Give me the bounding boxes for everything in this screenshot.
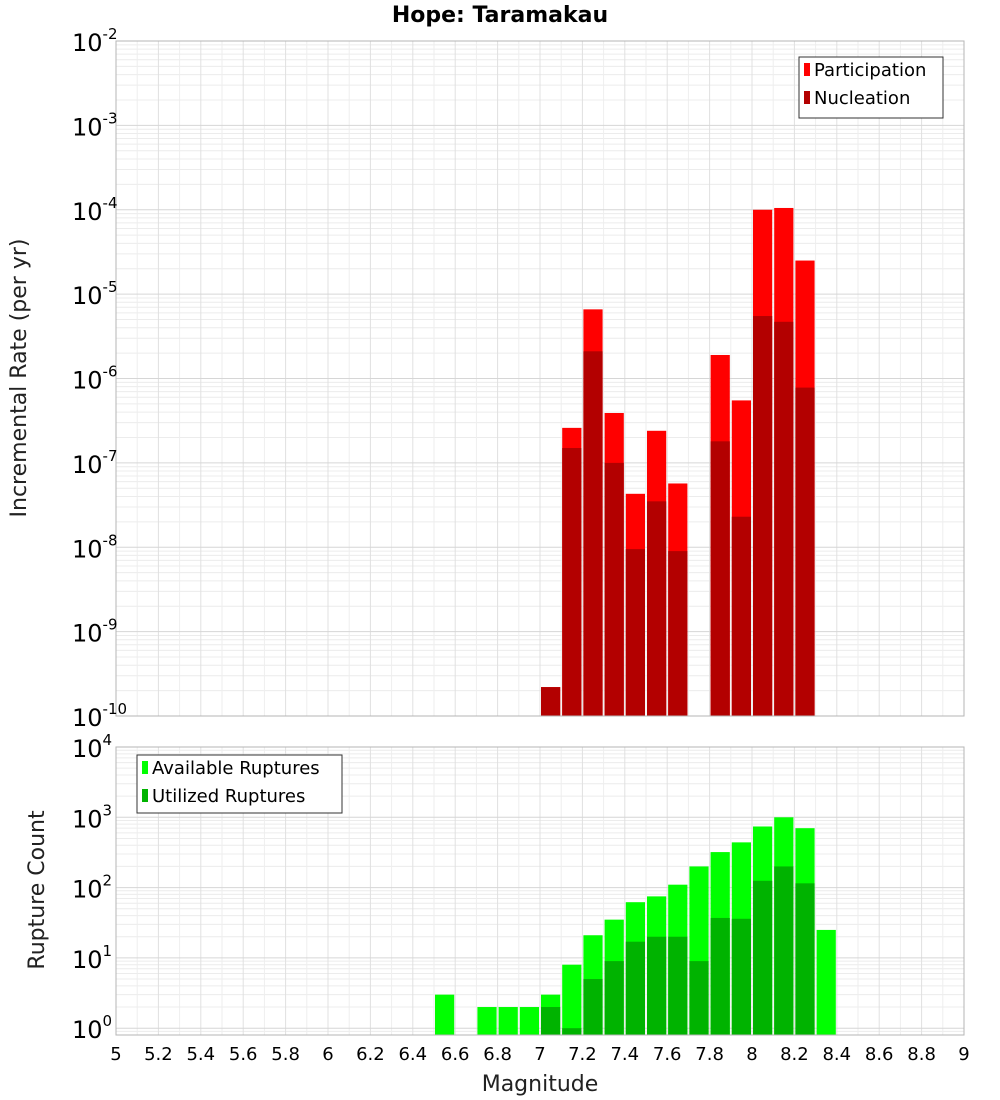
x-tick-label: 6 [322, 1044, 333, 1065]
bar-utilized-ruptures [647, 936, 667, 1035]
count-y-axis-label: Rupture Count [25, 810, 50, 970]
legend-label: Nucleation [814, 88, 910, 109]
plot-border [115, 746, 965, 1036]
bar-utilized-ruptures [710, 917, 730, 1035]
count-y-tick-label: 101 [72, 942, 112, 974]
bar-nucleation [583, 351, 603, 716]
bar-nucleation [647, 501, 667, 716]
legend-label: Utilized Ruptures [152, 786, 305, 807]
bar-nucleation [731, 516, 751, 716]
bar-available-ruptures [435, 994, 455, 1035]
bar-nucleation [562, 448, 582, 716]
x-tick-label: 8.4 [822, 1044, 851, 1065]
bar-utilized-ruptures [689, 961, 709, 1035]
rate-y-tick-label: 10-8 [72, 531, 118, 563]
rate-panel: 10-10 10-9 10-8 10-7 10-6 10-5 10-4 10-3 10-2 Par… [72, 25, 965, 732]
chart-title: Hope: Taramakau [392, 3, 608, 28]
legend: Available Ruptures Utilized Ruptures [136, 754, 343, 814]
legend: Participation Nucleation [798, 56, 944, 119]
legend-swatch [804, 91, 810, 104]
x-tick-label: 6.8 [483, 1044, 512, 1065]
x-tick-label: 7.2 [568, 1044, 597, 1065]
rate-y-tick-label: 10-4 [72, 194, 118, 226]
bar-utilized-ruptures [562, 1028, 582, 1035]
x-tick-label: 5.6 [229, 1044, 258, 1065]
bar-available-ruptures [562, 964, 582, 1035]
bar-available-ruptures [477, 1007, 497, 1035]
x-tick-label: 9 [958, 1044, 969, 1065]
bar-utilized-ruptures [753, 880, 773, 1035]
bar-utilized-ruptures [604, 961, 624, 1035]
x-tick-label: 5.8 [271, 1044, 300, 1065]
count-panel: 100 101 102 103 104 Available Ruptures Utilize… [72, 731, 970, 1065]
legend-swatch [142, 761, 148, 774]
bar-nucleation [774, 321, 794, 716]
x-tick-label: 6.4 [398, 1044, 427, 1065]
legend-swatch [804, 63, 810, 76]
x-tick-label: 5.4 [186, 1044, 215, 1065]
bar-nucleation [625, 549, 645, 716]
bar-available-ruptures [519, 1007, 539, 1035]
legend-box [136, 754, 343, 814]
bar-utilized-ruptures [774, 866, 794, 1035]
legend-label: Participation [814, 60, 926, 81]
rate-y-tick-label: 10-5 [72, 278, 118, 310]
rate-y-tick-label: 10-3 [72, 109, 118, 141]
x-tick-label: 5 [110, 1044, 121, 1065]
bar-utilized-ruptures [668, 936, 688, 1035]
rate-y-axis-label: Incremental Rate (per yr) [7, 239, 32, 518]
rate-y-tick-label: 10-6 [72, 363, 118, 395]
bar-utilized-ruptures [731, 918, 751, 1035]
bar-utilized-ruptures [795, 883, 815, 1035]
count-y-tick-label: 100 [72, 1012, 112, 1044]
legend-box [798, 56, 944, 119]
plot-border [115, 40, 965, 717]
x-tick-label: 6.2 [356, 1044, 385, 1065]
x-tick-label: 8.6 [865, 1044, 894, 1065]
bar-nucleation [795, 387, 815, 716]
legend-label: Available Ruptures [152, 758, 320, 779]
bar-nucleation [710, 441, 730, 716]
x-tick-label: 5.2 [144, 1044, 173, 1065]
x-tick-label: 7 [534, 1044, 545, 1065]
bar-available-ruptures [498, 1007, 518, 1035]
x-tick-label: 8 [746, 1044, 757, 1065]
bar-available-ruptures [816, 929, 836, 1035]
count-y-tick-label: 103 [72, 801, 112, 833]
count-y-tick-label: 102 [72, 872, 112, 904]
legend-swatch [142, 789, 148, 802]
bar-nucleation [541, 687, 561, 716]
x-tick-label: 8.2 [780, 1044, 809, 1065]
rate-y-tick-label: 10-7 [72, 447, 118, 479]
bar-utilized-ruptures [625, 941, 645, 1035]
rate-y-tick-label: 10-10 [72, 700, 127, 732]
x-tick-label: 7.6 [653, 1044, 682, 1065]
bar-nucleation [604, 462, 624, 716]
bar-nucleation [668, 551, 688, 716]
bar-utilized-ruptures [583, 979, 603, 1035]
count-y-tick-label: 104 [72, 731, 112, 763]
rate-y-tick-label: 10-2 [72, 25, 118, 57]
x-tick-label: 8.8 [907, 1044, 936, 1065]
bar-nucleation [753, 316, 773, 716]
x-tick-label: 6.6 [441, 1044, 470, 1065]
x-tick-label: 7.4 [610, 1044, 639, 1065]
x-axis-label: Magnitude [482, 1072, 599, 1097]
x-tick-label: 7.8 [695, 1044, 724, 1065]
rate-y-tick-label: 10-9 [72, 616, 118, 648]
bar-utilized-ruptures [541, 1007, 561, 1035]
